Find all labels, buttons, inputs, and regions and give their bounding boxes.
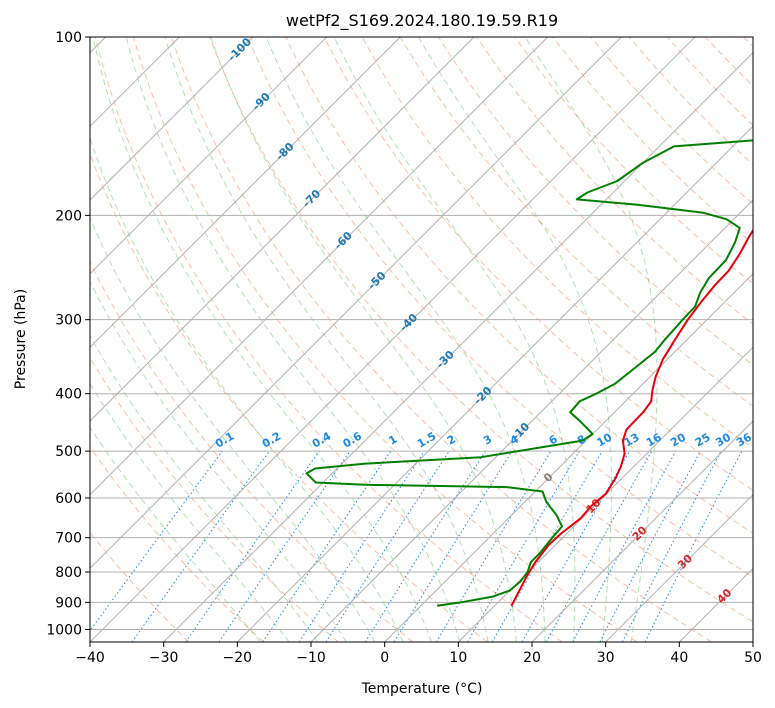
dry-adiabat	[514, 37, 753, 285]
x-axis: −40 −30 −20 −10 0 10 20 30 40 50	[75, 642, 762, 666]
mixing-ratio-line	[218, 450, 351, 642]
isotherm-gridline	[384, 272, 753, 642]
dry-adiabat	[285, 37, 753, 535]
y-tick-label: 500	[55, 444, 82, 460]
isotherm-gridline	[90, 37, 328, 275]
x-tick-label: −30	[149, 650, 179, 666]
isotherm-gridline	[236, 125, 753, 642]
profile-lines	[305, 139, 753, 607]
isotherm-gridline	[90, 37, 549, 496]
dry-adiabat	[323, 37, 753, 491]
isotherm-gridline	[90, 37, 475, 422]
moist-adiabat	[90, 382, 290, 642]
moist-adiabat	[90, 280, 347, 642]
x-tick-label: −10	[296, 650, 326, 666]
x-tick-label: 20	[523, 650, 541, 666]
y-tick-label: 400	[55, 387, 82, 403]
x-axis-label: Temperature (°C)	[361, 681, 483, 697]
y-tick-label: 1000	[46, 622, 82, 638]
moist-adiabat	[418, 37, 613, 642]
isotherm-gridline	[531, 420, 753, 642]
y-axis-label: Pressure (hPa)	[13, 289, 29, 389]
isotherm-gridline	[90, 37, 622, 570]
moist-adiabat	[90, 334, 319, 642]
y-tick-label: 800	[55, 565, 82, 581]
x-tick-label: 0	[380, 650, 389, 666]
x-tick-label: −20	[223, 650, 253, 666]
isotherm-gridline	[752, 641, 753, 642]
dry-adiabat	[247, 37, 753, 578]
mixing-ratio-line	[131, 450, 270, 642]
plot-frame	[89, 36, 754, 643]
x-tick-label: 10	[449, 650, 467, 666]
isotherm-gridline	[605, 493, 753, 642]
y-axis: 100 200 300 400 500 600 700 800 900 1000	[46, 30, 90, 638]
isotherm-gridline	[90, 37, 254, 201]
temperature-profile	[510, 228, 753, 607]
x-tick-label: 40	[670, 650, 688, 666]
x-tick-label: 30	[597, 650, 615, 666]
mixing-ratio-line	[185, 450, 320, 642]
dry-adiabat	[94, 37, 563, 642]
dry-adiabat	[90, 356, 339, 642]
mixing-ratio-line	[90, 450, 223, 632]
dry-adiabat	[209, 37, 753, 623]
mixing-ratio-line	[545, 450, 653, 642]
y-tick-label: 700	[55, 531, 82, 547]
dry-adiabat	[90, 446, 264, 642]
moist-adiabat	[90, 426, 261, 642]
moist-adiabat	[265, 37, 546, 642]
x-tick-label: −40	[75, 650, 105, 666]
y-tick-label: 100	[55, 30, 82, 46]
mixing-ratio-line	[572, 450, 677, 642]
y-tick-label: 200	[55, 208, 82, 224]
dry-adiabat	[132, 37, 638, 642]
isotherm-gridline	[90, 37, 401, 349]
isotherm-gridline	[163, 51, 753, 642]
isotherm-gridline	[457, 346, 753, 642]
mixing-ratio-line	[298, 450, 425, 642]
plot-background	[90, 37, 753, 642]
y-tick-label: 600	[55, 491, 82, 507]
mixing-ratio-line	[262, 450, 392, 642]
y-tick-label: 900	[55, 595, 82, 611]
moist-adiabat	[210, 37, 517, 642]
moist-adiabat	[524, 37, 658, 642]
dewpoint-profile	[305, 139, 753, 607]
isotherm-gridline	[90, 37, 696, 642]
moist-adiabat	[333, 37, 576, 642]
background-lines	[90, 37, 753, 642]
mixing-ratio-line	[644, 450, 743, 642]
mixing-ratio-line	[393, 450, 513, 642]
moist-adiabat	[92, 37, 432, 642]
mixing-ratio-label: 36	[734, 430, 754, 449]
dry-adiabat	[476, 37, 753, 325]
chart-title: wetPf2_S169.2024.180.19.59.R19	[286, 11, 558, 31]
x-tick-label: 50	[744, 650, 762, 666]
isotherm-gridline	[310, 199, 753, 642]
moist-adiabat	[90, 136, 404, 642]
dry-adiabat	[90, 260, 414, 642]
mixing-ratio-line	[325, 450, 450, 642]
y-tick-label: 300	[55, 313, 82, 329]
moist-adiabat	[90, 216, 376, 642]
moist-adiabat	[125, 37, 461, 642]
